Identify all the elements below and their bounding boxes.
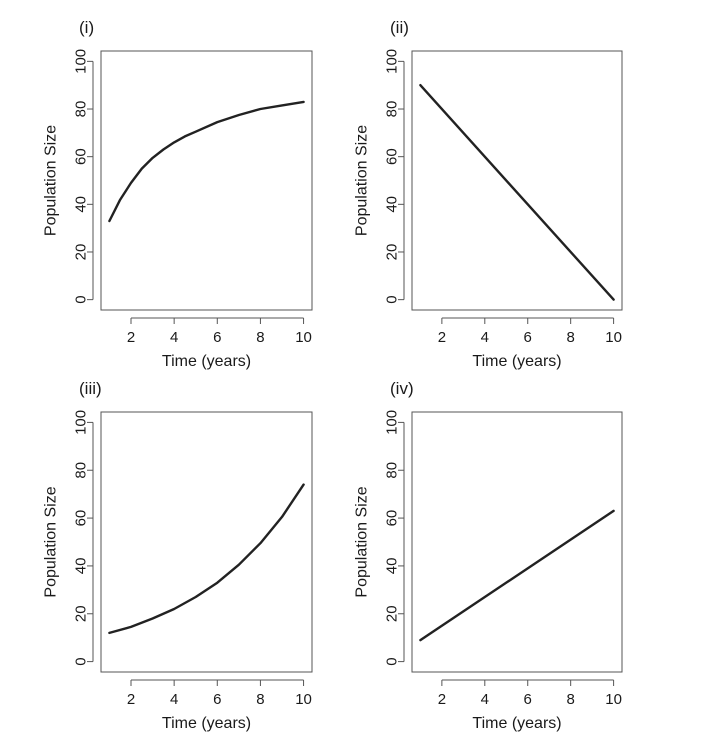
y-tick-label: 80: [384, 101, 401, 118]
y-tick-label: 20: [73, 605, 90, 622]
y-tick-label: 0: [73, 295, 90, 303]
y-tick-label: 20: [384, 605, 401, 622]
y-tick-label: 60: [384, 510, 401, 527]
series-line-1: [419, 509, 615, 642]
y-axis-title: Population Size: [43, 125, 60, 236]
x-tick-label: 4: [170, 329, 178, 346]
y-axis-title: Population Size: [354, 125, 371, 236]
plot-frame: [100, 411, 313, 673]
panel-label: (iii): [79, 379, 102, 398]
y-tick-label: 0: [384, 657, 401, 665]
y-tick-label: 40: [384, 558, 401, 575]
y-tick-label: 60: [73, 510, 90, 527]
x-tick-label: 10: [605, 329, 622, 346]
y-tick-label: 100: [384, 49, 401, 74]
y-tick-label: 20: [384, 244, 401, 261]
series-line-1: [419, 83, 615, 301]
x-tick-label: 6: [213, 691, 221, 708]
x-tick-label: 8: [256, 329, 264, 346]
x-tick-label: 8: [566, 691, 574, 708]
x-axis-title: Time (years): [472, 715, 561, 732]
x-axis-title: Time (years): [472, 353, 561, 370]
series-line-1: [108, 483, 305, 635]
y-tick-label: 40: [384, 196, 401, 213]
x-tick-label: 2: [438, 691, 446, 708]
plot-frame: [100, 50, 313, 311]
x-tick-label: 2: [127, 691, 135, 708]
x-tick-label: 4: [170, 691, 178, 708]
y-tick-label: 40: [73, 558, 90, 575]
y-tick-label: 100: [384, 410, 401, 435]
y-tick-label: 100: [73, 410, 90, 435]
panel-label: (iv): [390, 379, 414, 398]
y-tick-label: 80: [384, 462, 401, 479]
y-axis-title: Population Size: [354, 486, 371, 597]
y-tick-label: 80: [73, 101, 90, 118]
y-tick-label: 60: [73, 148, 90, 165]
y-tick-label: 100: [73, 49, 90, 74]
x-tick-label: 4: [481, 329, 489, 346]
series-line-1: [108, 100, 305, 223]
panel-label: (i): [79, 18, 94, 37]
y-tick-label: 0: [384, 295, 401, 303]
x-tick-label: 10: [295, 691, 312, 708]
x-axis-title: Time (years): [162, 715, 251, 732]
panel-label: (ii): [390, 18, 409, 37]
x-tick-label: 2: [438, 329, 446, 346]
x-tick-label: 10: [605, 691, 622, 708]
y-tick-label: 20: [73, 244, 90, 261]
y-tick-label: 0: [73, 657, 90, 665]
plot-frame: [411, 411, 623, 673]
x-tick-label: 2: [127, 329, 135, 346]
x-axis-title: Time (years): [162, 353, 251, 370]
x-tick-label: 4: [481, 691, 489, 708]
x-tick-label: 6: [524, 329, 532, 346]
x-tick-label: 10: [295, 329, 312, 346]
y-tick-label: 60: [384, 148, 401, 165]
x-tick-label: 8: [256, 691, 264, 708]
x-tick-label: 8: [566, 329, 574, 346]
y-tick-label: 80: [73, 462, 90, 479]
x-tick-label: 6: [213, 329, 221, 346]
x-tick-label: 6: [524, 691, 532, 708]
plot-frame: [411, 50, 623, 311]
y-tick-label: 40: [73, 196, 90, 213]
y-axis-title: Population Size: [43, 486, 60, 597]
